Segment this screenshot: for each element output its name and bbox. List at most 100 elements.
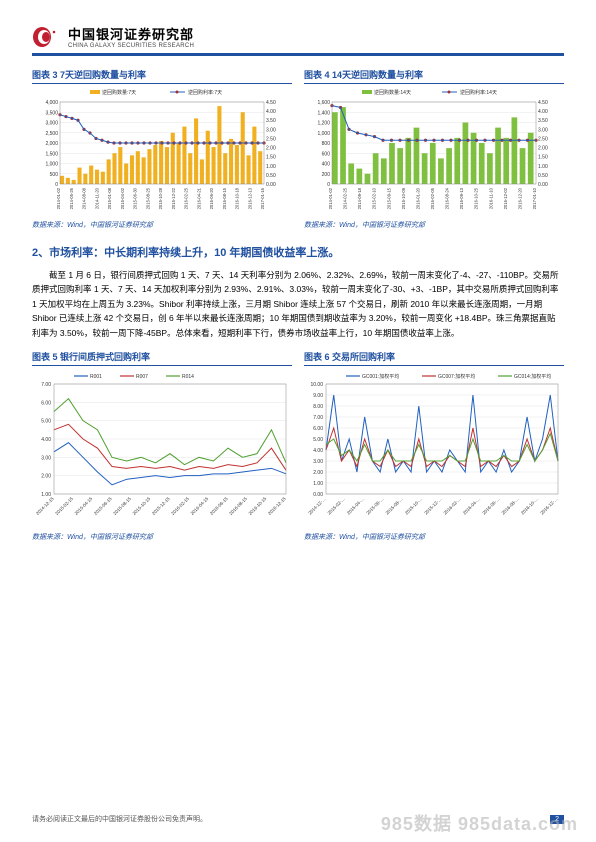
svg-text:2015-01-08: 2015-01-08 xyxy=(107,187,112,209)
svg-text:2014-01-02: 2014-01-02 xyxy=(56,187,61,209)
svg-text:1.50: 1.50 xyxy=(266,155,276,161)
header-title-cn: 中国银河证券研究部 xyxy=(68,24,194,43)
svg-text:GC007:加权平均: GC007:加权平均 xyxy=(438,373,475,380)
svg-text:9.00: 9.00 xyxy=(313,393,323,399)
svg-text:2015-04-02: 2015-04-02 xyxy=(120,187,125,209)
svg-text:2016-02-05: 2016-02-05 xyxy=(430,187,435,209)
svg-text:2016-02-25: 2016-02-25 xyxy=(184,187,189,209)
svg-text:2014-02-25: 2014-02-25 xyxy=(343,187,348,209)
svg-text:1.50: 1.50 xyxy=(538,155,548,161)
svg-text:3.50: 3.50 xyxy=(266,118,276,124)
svg-text:4.00: 4.00 xyxy=(313,448,323,454)
svg-text:0.00: 0.00 xyxy=(538,182,548,188)
svg-text:R014: R014 xyxy=(182,374,194,380)
svg-text:2017-01-16: 2017-01-16 xyxy=(260,187,265,209)
svg-text:1,000: 1,000 xyxy=(317,131,330,137)
svg-text:2015-06-30: 2015-06-30 xyxy=(133,187,138,209)
svg-text:3,000: 3,000 xyxy=(45,121,58,127)
svg-text:4.00: 4.00 xyxy=(266,109,276,115)
svg-text:0.00: 0.00 xyxy=(266,182,276,188)
chart-3: 图表 3 7天逆回购数量与利率 05001,0001,5002,0002,500… xyxy=(32,68,292,230)
svg-text:4.00: 4.00 xyxy=(41,437,51,443)
svg-text:2015-08-…: 2015-08-… xyxy=(385,496,404,515)
svg-text:2015-10-15: 2015-10-15 xyxy=(132,496,152,516)
section-2-title: 2、市场利率：中长期利率持续上升，10 年期国债收益率上涨。 xyxy=(32,244,564,260)
svg-text:2016-12-13: 2016-12-13 xyxy=(247,187,252,209)
svg-text:2,000: 2,000 xyxy=(45,141,58,147)
svg-text:5.00: 5.00 xyxy=(313,437,323,443)
svg-text:2015-12-22: 2015-12-22 xyxy=(171,187,176,209)
svg-text:R007: R007 xyxy=(136,374,148,380)
galaxy-logo-icon xyxy=(32,26,60,48)
svg-text:2016-04-…: 2016-04-… xyxy=(462,496,481,515)
svg-text:5.00: 5.00 xyxy=(41,419,51,425)
svg-text:4.00: 4.00 xyxy=(538,109,548,115)
svg-text:2016-12-02: 2016-12-02 xyxy=(503,187,508,209)
svg-text:2015-06-15: 2015-06-15 xyxy=(93,496,113,516)
svg-text:2016-09-13: 2016-09-13 xyxy=(459,187,464,209)
svg-text:1,500: 1,500 xyxy=(45,151,58,157)
svg-text:2015-10-…: 2015-10-… xyxy=(404,496,423,515)
footer-disclaimer: 请务必阅读正文最后的中国银河证券股份公司免责声明。 xyxy=(32,814,207,824)
svg-text:2017-01-10: 2017-01-10 xyxy=(532,187,537,209)
svg-text:2016-02-…: 2016-02-… xyxy=(443,496,462,515)
svg-text:2016-06-15: 2016-06-15 xyxy=(209,496,229,516)
svg-text:2015-10-09: 2015-10-09 xyxy=(401,187,406,209)
svg-text:3,500: 3,500 xyxy=(45,110,58,116)
svg-text:3.00: 3.00 xyxy=(538,127,548,133)
svg-text:2016-08-24: 2016-08-24 xyxy=(445,187,450,209)
svg-text:800: 800 xyxy=(322,141,331,147)
svg-text:GC001:加权平均: GC001:加权平均 xyxy=(362,373,399,380)
svg-text:2016-11-10: 2016-11-10 xyxy=(488,187,493,209)
svg-text:逆回购利率:7天: 逆回购利率:7天 xyxy=(188,89,222,96)
svg-text:2016-06-…: 2016-06-… xyxy=(481,496,500,515)
svg-text:6.00: 6.00 xyxy=(41,401,51,407)
svg-text:3.00: 3.00 xyxy=(41,456,51,462)
chart-4-title: 图表 4 14天逆回购数量与利率 xyxy=(304,68,564,84)
svg-text:2015-08-15: 2015-08-15 xyxy=(112,496,132,516)
svg-text:2015-02-…: 2015-02-… xyxy=(327,496,346,515)
svg-text:2016-02-15: 2016-02-15 xyxy=(170,496,190,516)
svg-text:GC014:加权平均: GC014:加权平均 xyxy=(514,373,551,380)
svg-text:3.00: 3.00 xyxy=(313,459,323,465)
svg-text:8.00: 8.00 xyxy=(313,404,323,410)
svg-text:2016-12-…: 2016-12-… xyxy=(539,496,558,515)
svg-text:2,500: 2,500 xyxy=(45,131,58,137)
svg-text:2016-10-18: 2016-10-18 xyxy=(235,187,240,209)
svg-text:2.50: 2.50 xyxy=(266,136,276,142)
svg-text:2014-08-08: 2014-08-08 xyxy=(82,187,87,209)
svg-text:0.50: 0.50 xyxy=(538,173,548,179)
svg-text:逆回购数量:7天: 逆回购数量:7天 xyxy=(102,89,136,96)
svg-text:2014-05-26: 2014-05-26 xyxy=(69,187,74,209)
svg-text:2014-12-15: 2014-12-15 xyxy=(35,496,55,516)
svg-text:2014-01-02: 2014-01-02 xyxy=(328,187,333,209)
svg-text:0: 0 xyxy=(327,182,330,188)
svg-text:2016-01-20: 2016-01-20 xyxy=(415,187,420,209)
svg-text:2016-04-15: 2016-04-15 xyxy=(190,496,210,516)
svg-text:2015-09-15: 2015-09-15 xyxy=(386,187,391,209)
svg-text:逆回购利率:14天: 逆回购利率:14天 xyxy=(460,89,497,96)
svg-text:2015-04-…: 2015-04-… xyxy=(346,496,365,515)
svg-text:2014-12-…: 2014-12-… xyxy=(307,496,326,515)
chart-3-source: 数据来源：Wind，中国银河证券研究部 xyxy=(32,220,292,230)
svg-text:2015-04-15: 2015-04-15 xyxy=(74,496,94,516)
svg-text:2015-08-25: 2015-08-25 xyxy=(145,187,150,209)
svg-text:2015-10-28: 2015-10-28 xyxy=(158,187,163,209)
svg-text:2.00: 2.00 xyxy=(41,474,51,480)
section-2-para: 截至 1 月 6 日，银行间质押式回购 1 天、7 天、14 天利率分别为 2.… xyxy=(32,268,564,340)
svg-text:2.50: 2.50 xyxy=(538,136,548,142)
svg-text:1.00: 1.00 xyxy=(313,481,323,487)
chart-6-title: 图表 6 交易所回购利率 xyxy=(304,350,564,366)
svg-text:3.00: 3.00 xyxy=(266,127,276,133)
svg-text:1.00: 1.00 xyxy=(538,164,548,170)
svg-text:0.50: 0.50 xyxy=(266,173,276,179)
svg-text:2016-06-20: 2016-06-20 xyxy=(209,187,214,209)
svg-text:2.00: 2.00 xyxy=(266,146,276,152)
chart-5-source: 数据来源：Wind，中国银河证券研究部 xyxy=(32,532,292,542)
chart-4: 图表 4 14天逆回购数量与利率 02004006008001,0001,200… xyxy=(304,68,564,230)
watermark: 985数据 985data.com xyxy=(381,810,578,836)
svg-text:2016-12-20: 2016-12-20 xyxy=(517,187,522,209)
svg-text:400: 400 xyxy=(322,162,331,168)
svg-text:600: 600 xyxy=(322,151,331,157)
page-header: 中国银河证券研究部 CHINA GALAXY SECURITIES RESEAR… xyxy=(32,24,564,56)
